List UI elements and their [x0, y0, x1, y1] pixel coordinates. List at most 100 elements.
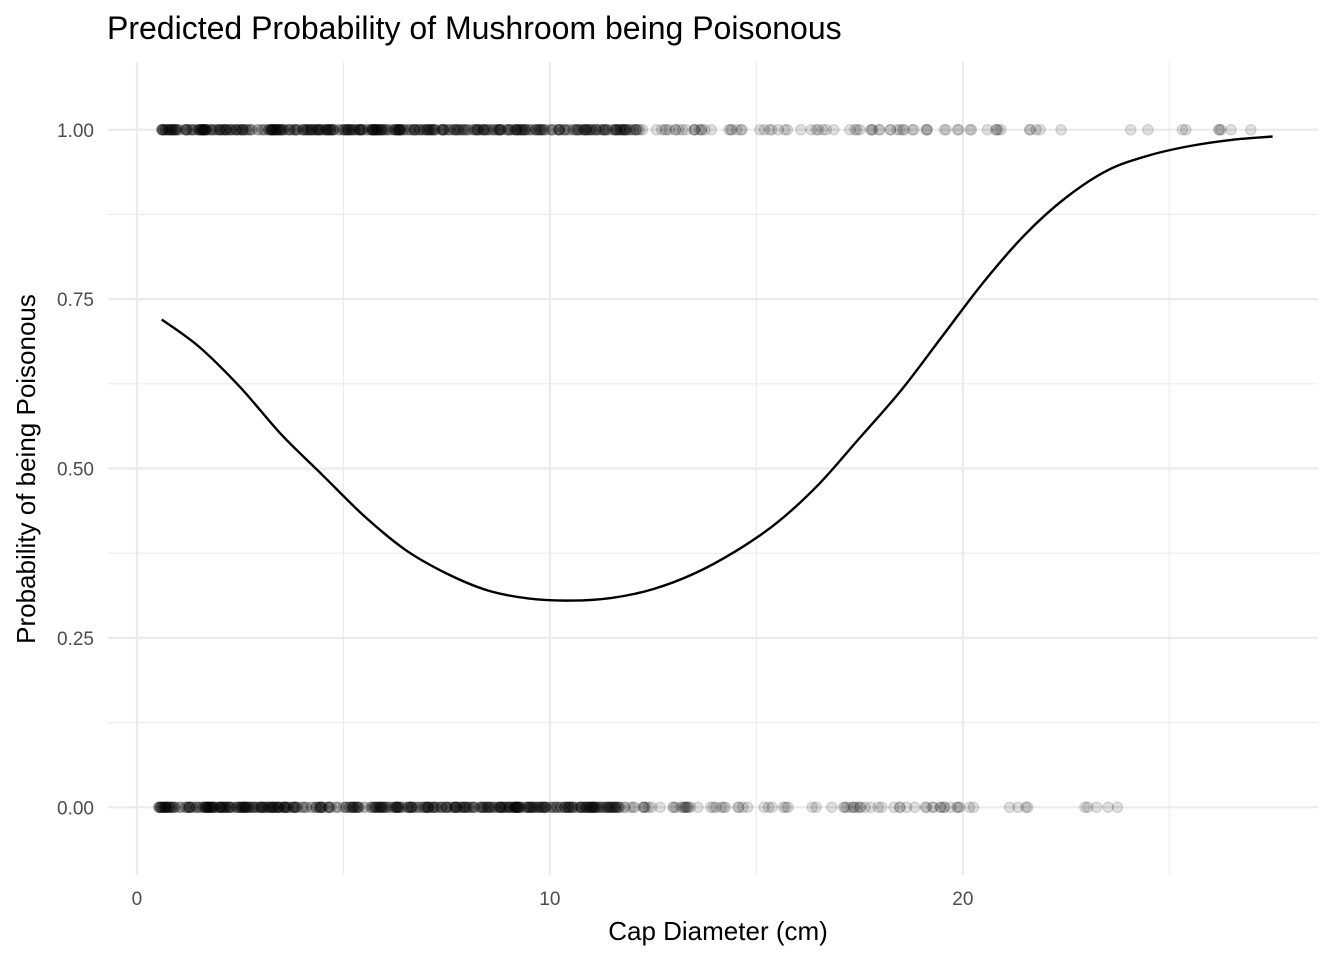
observation-point-1090	[558, 801, 571, 814]
observation-point-409	[309, 123, 321, 136]
observation-point-1002	[478, 801, 491, 814]
observation-point-1001	[305, 801, 318, 814]
observation-point-712	[521, 801, 533, 814]
observation-point-983	[180, 801, 192, 814]
observation-point-418	[522, 123, 535, 136]
observation-point-510	[520, 123, 532, 136]
observation-point-854	[488, 801, 500, 814]
observation-point-427	[486, 123, 499, 136]
observation-point-178	[460, 123, 472, 136]
observation-point-543	[699, 123, 711, 136]
observation-point-718	[196, 801, 209, 814]
observation-point-513	[492, 123, 505, 136]
observation-point-840	[185, 801, 197, 814]
observation-point-794	[596, 801, 609, 814]
observation-point-508	[552, 123, 565, 136]
observation-point-553	[981, 123, 994, 136]
observation-point-483	[474, 123, 487, 136]
observation-point-817	[534, 801, 546, 814]
observation-point-1071	[500, 801, 513, 814]
observation-point-1088	[182, 801, 195, 814]
observation-point-602	[1180, 123, 1192, 136]
observation-point-152	[245, 123, 257, 136]
observation-point-514	[423, 123, 436, 136]
observation-point-273	[436, 123, 448, 136]
observation-point-491	[525, 123, 537, 136]
observation-point-720	[286, 801, 299, 814]
observation-point-735	[271, 801, 284, 814]
observation-point-1038	[375, 801, 388, 814]
observation-point-110	[265, 123, 278, 136]
observation-point-207	[342, 123, 354, 136]
observation-point-848	[565, 801, 577, 814]
observation-point-871	[159, 801, 171, 814]
observation-point-84	[258, 123, 271, 136]
observation-point-899	[531, 801, 544, 814]
observation-point-320	[436, 123, 449, 136]
observation-point-113	[173, 123, 186, 136]
observation-point-631	[340, 801, 352, 814]
observation-point-1194	[967, 801, 980, 814]
observation-point-686	[543, 801, 556, 814]
observation-point-1100	[300, 801, 313, 814]
observation-point-59	[465, 123, 478, 136]
observation-point-413	[419, 123, 431, 136]
observation-point-1	[424, 123, 437, 136]
observation-point-266	[309, 123, 322, 136]
observation-point-744	[373, 801, 386, 814]
observation-point-302	[274, 123, 287, 136]
observation-point-731	[405, 801, 417, 814]
observation-point-532	[765, 123, 778, 136]
observation-point-580	[990, 123, 1003, 136]
observation-point-44	[270, 123, 282, 136]
observation-point-138	[159, 123, 172, 136]
observation-point-1201	[1082, 801, 1094, 814]
observation-point-293	[597, 123, 610, 136]
observation-point-657	[585, 801, 598, 814]
observation-point-930	[218, 801, 231, 814]
observation-point-423	[265, 123, 278, 136]
observation-point-981	[240, 801, 252, 814]
observation-point-929	[503, 801, 515, 814]
observation-point-849	[173, 801, 186, 814]
observation-point-346	[450, 123, 463, 136]
observation-point-619	[315, 801, 328, 814]
observation-point-121	[180, 123, 193, 136]
observation-point-7	[576, 123, 589, 136]
observation-point-517	[297, 123, 309, 136]
observation-point-464	[296, 123, 309, 136]
observation-point-301	[320, 123, 333, 136]
observation-point-773	[404, 801, 417, 814]
observation-point-188	[396, 123, 409, 136]
observation-point-627	[153, 801, 165, 814]
observation-point-1058	[485, 801, 497, 814]
observation-point-468	[264, 123, 277, 136]
observation-point-116	[413, 123, 425, 136]
observation-point-436	[321, 123, 333, 136]
observation-point-805	[259, 801, 271, 814]
observation-point-647	[238, 801, 251, 814]
observation-point-548	[754, 123, 766, 136]
observation-point-942	[512, 801, 525, 814]
observation-point-948	[575, 801, 587, 814]
observation-point-570	[763, 123, 776, 136]
observation-point-1097	[214, 801, 227, 814]
observation-point-874	[503, 801, 516, 814]
observation-point-790	[473, 801, 486, 814]
observation-point-607	[532, 801, 545, 814]
observation-point-129	[221, 123, 233, 136]
observation-point-989	[589, 801, 601, 814]
observation-point-831	[186, 801, 199, 814]
observation-point-777	[457, 801, 470, 814]
observation-point-75	[619, 123, 632, 136]
observation-point-112	[236, 123, 249, 136]
observation-point-368	[195, 123, 207, 136]
observation-point-976	[605, 801, 618, 814]
observation-point-1132	[637, 801, 649, 814]
observation-point-528	[805, 123, 818, 136]
y-tick-label-3: 0.75	[57, 290, 94, 311]
observation-point-87	[509, 123, 521, 136]
observation-point-348	[457, 123, 470, 136]
observation-point-1110	[169, 801, 181, 814]
observation-point-861	[351, 801, 363, 814]
